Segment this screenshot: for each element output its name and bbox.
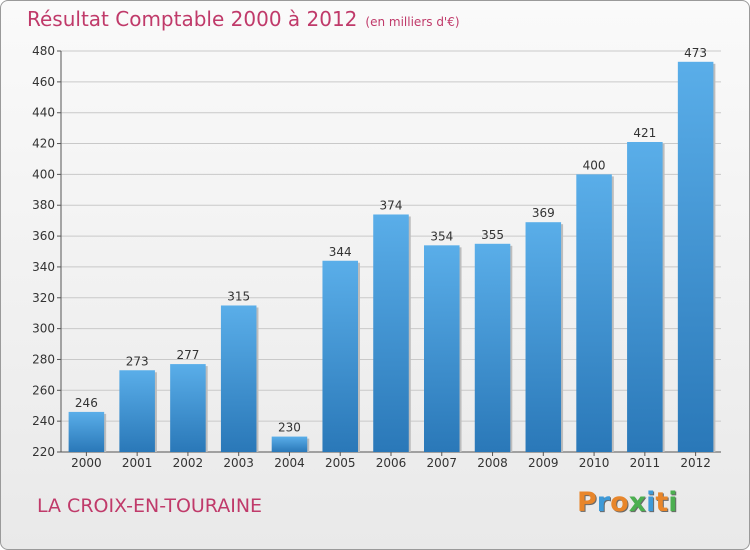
y-tick-label: 280 — [32, 352, 55, 366]
data-label: 315 — [227, 289, 250, 303]
chart-title: Résultat Comptable 2000 à 2012 (en millie… — [27, 7, 460, 31]
y-tick-label: 460 — [32, 75, 55, 89]
bar-2005 — [322, 260, 358, 452]
data-label: 277 — [176, 348, 199, 362]
bar-2011 — [627, 141, 663, 452]
bar-2002 — [170, 364, 206, 452]
data-label: 355 — [481, 228, 504, 242]
y-tick-label: 380 — [32, 198, 55, 212]
y-tick-label: 420 — [32, 137, 55, 151]
logo-letter: o — [610, 487, 629, 518]
data-label: 344 — [329, 245, 352, 259]
proxiti-logo[interactable]: Proxiti — [577, 487, 678, 518]
y-tick-label: 260 — [32, 383, 55, 397]
x-tick-label: 2008 — [477, 456, 508, 470]
bar-2000 — [68, 411, 105, 452]
bar-2009 — [525, 222, 562, 452]
data-label: 230 — [278, 421, 301, 435]
data-label: 421 — [633, 126, 656, 140]
x-tick-label: 2006 — [376, 456, 407, 470]
x-tick-label: 2009 — [528, 456, 559, 470]
x-tick-label: 2007 — [426, 456, 457, 470]
y-tick-label: 360 — [32, 229, 55, 243]
y-tick-label: 400 — [32, 167, 55, 181]
x-tick-label: 2002 — [173, 456, 204, 470]
bar-2007 — [424, 245, 460, 452]
y-tick-label: 480 — [32, 44, 55, 58]
place-name: LA CROIX-EN-TOURAINE — [37, 495, 263, 517]
data-label: 473 — [684, 46, 707, 60]
x-tick-label: 2001 — [122, 456, 153, 470]
logo-letter: P — [577, 487, 597, 518]
data-label: 374 — [380, 198, 403, 212]
bar-2004 — [271, 436, 308, 452]
x-tick-label: 2012 — [680, 456, 711, 470]
logo-letter: i — [646, 487, 656, 518]
x-tick-label: 2011 — [630, 456, 661, 470]
y-tick-label: 240 — [32, 414, 55, 428]
bar-2006 — [373, 214, 409, 452]
x-tick-label: 2000 — [71, 456, 102, 470]
y-tick-label: 340 — [32, 260, 55, 274]
data-label: 369 — [532, 206, 555, 220]
bar-2010 — [576, 174, 612, 452]
data-label: 400 — [583, 158, 606, 172]
bar-2001 — [119, 370, 155, 452]
bar-2003 — [220, 305, 257, 452]
bar-2008 — [474, 243, 511, 452]
y-tick-label: 320 — [32, 291, 55, 305]
x-tick-label: 2003 — [223, 456, 254, 470]
chart-subtitle: (en milliers d'€) — [365, 15, 460, 29]
y-tick-label: 300 — [32, 322, 55, 336]
y-tick-label: 220 — [32, 445, 55, 459]
x-tick-label: 2004 — [274, 456, 305, 470]
data-label: 273 — [126, 354, 149, 368]
y-tick-label: 440 — [32, 106, 55, 120]
bar-2012 — [677, 61, 714, 453]
logo-letter: t — [655, 487, 669, 518]
data-label: 354 — [430, 229, 453, 243]
data-label: 246 — [75, 396, 98, 410]
logo-letter: r — [596, 487, 611, 518]
logo-letter: i — [668, 487, 678, 518]
x-tick-label: 2005 — [325, 456, 356, 470]
x-tick-label: 2010 — [579, 456, 610, 470]
logo-letter: x — [628, 487, 647, 518]
